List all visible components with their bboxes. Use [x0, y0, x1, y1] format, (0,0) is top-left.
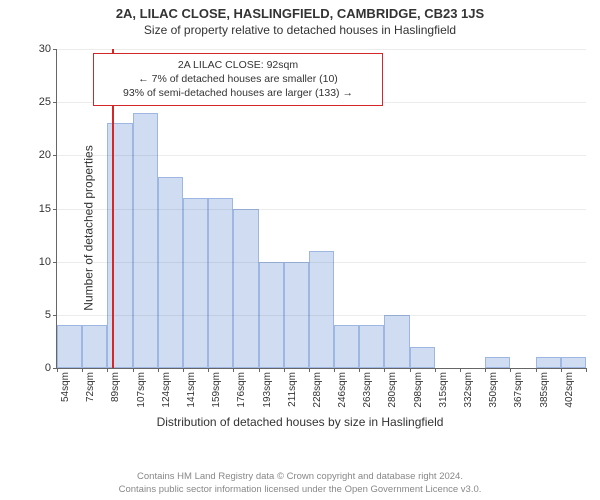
y-tick-label: 10 [39, 256, 57, 268]
y-tick-label: 20 [39, 149, 57, 161]
y-tick-label: 30 [39, 43, 57, 55]
x-tick-label: 54sqm [60, 372, 71, 402]
x-tick-label: 228sqm [312, 372, 323, 408]
chart-container: 2A, LILAC CLOSE, HASLINGFIELD, CAMBRIDGE… [0, 0, 600, 500]
x-tick-mark [82, 368, 83, 372]
annotation-box: 2A LILAC CLOSE: 92sqm← 7% of detached ho… [93, 53, 383, 106]
grid-line [57, 49, 586, 50]
x-tick-mark [133, 368, 134, 372]
x-tick-label: 107sqm [136, 372, 147, 408]
x-tick-mark [259, 368, 260, 372]
page-title: 2A, LILAC CLOSE, HASLINGFIELD, CAMBRIDGE… [0, 0, 600, 21]
histogram-bar [133, 113, 158, 368]
x-tick-mark [561, 368, 562, 372]
grid-line [57, 155, 586, 156]
x-tick-label: 176sqm [236, 372, 247, 408]
annotation-line: 2A LILAC CLOSE: 92sqm [102, 58, 374, 72]
plot-area: 05101520253054sqm72sqm89sqm107sqm124sqm1… [56, 49, 586, 369]
histogram-bar [561, 357, 586, 368]
histogram-bar [536, 357, 561, 368]
grid-line [57, 209, 586, 210]
y-tick-label: 25 [39, 96, 57, 108]
x-tick-label: 124sqm [161, 372, 172, 408]
x-tick-mark [410, 368, 411, 372]
x-tick-label: 367sqm [513, 372, 524, 408]
x-tick-mark [284, 368, 285, 372]
footer-line-2: Contains public sector information licen… [0, 484, 600, 496]
x-tick-mark [334, 368, 335, 372]
histogram-bar [158, 177, 183, 368]
x-axis-label: Distribution of detached houses by size … [0, 413, 600, 429]
x-tick-mark [510, 368, 511, 372]
footer: Contains HM Land Registry data © Crown c… [0, 471, 600, 496]
x-tick-label: 141sqm [186, 372, 197, 408]
x-tick-label: 72sqm [85, 372, 96, 402]
chart-subtitle: Size of property relative to detached ho… [0, 21, 600, 43]
x-tick-mark [309, 368, 310, 372]
x-tick-mark [183, 368, 184, 372]
x-tick-mark [536, 368, 537, 372]
histogram-bar [183, 198, 208, 368]
x-tick-mark [107, 368, 108, 372]
x-tick-label: 89sqm [110, 372, 121, 402]
histogram-bar [233, 209, 258, 369]
x-tick-label: 159sqm [211, 372, 222, 408]
x-tick-label: 246sqm [337, 372, 348, 408]
histogram-bar [359, 325, 384, 368]
x-tick-mark [233, 368, 234, 372]
x-tick-mark [158, 368, 159, 372]
x-tick-label: 263sqm [362, 372, 373, 408]
x-tick-mark [57, 368, 58, 372]
x-tick-mark [460, 368, 461, 372]
annotation-line: 93% of semi-detached houses are larger (… [102, 86, 374, 100]
y-tick-label: 0 [45, 362, 57, 374]
x-tick-label: 402sqm [564, 372, 575, 408]
histogram-bar [82, 325, 107, 368]
grid-line [57, 262, 586, 263]
x-tick-label: 350sqm [488, 372, 499, 408]
histogram-bar [309, 251, 334, 368]
histogram-bar [208, 198, 233, 368]
x-tick-mark [384, 368, 385, 372]
x-tick-mark [208, 368, 209, 372]
histogram-bar [410, 347, 435, 368]
x-tick-mark [435, 368, 436, 372]
histogram-bar [57, 325, 82, 368]
x-tick-mark [586, 368, 587, 372]
plot-wrap: Number of detached properties 0510152025… [0, 43, 600, 413]
x-tick-label: 280sqm [387, 372, 398, 408]
x-tick-label: 298sqm [413, 372, 424, 408]
histogram-bar [384, 315, 409, 368]
x-tick-label: 332sqm [463, 372, 474, 408]
x-tick-mark [485, 368, 486, 372]
grid-line [57, 315, 586, 316]
x-tick-mark [359, 368, 360, 372]
annotation-line: ← 7% of detached houses are smaller (10) [102, 72, 374, 86]
y-tick-label: 15 [39, 203, 57, 215]
histogram-bar [334, 325, 359, 368]
footer-line-1: Contains HM Land Registry data © Crown c… [0, 471, 600, 483]
y-tick-label: 5 [45, 309, 57, 321]
x-tick-label: 211sqm [287, 372, 298, 407]
x-tick-label: 315sqm [438, 372, 449, 408]
histogram-bar [485, 357, 510, 368]
x-tick-label: 385sqm [539, 372, 550, 408]
x-tick-label: 193sqm [262, 372, 273, 408]
